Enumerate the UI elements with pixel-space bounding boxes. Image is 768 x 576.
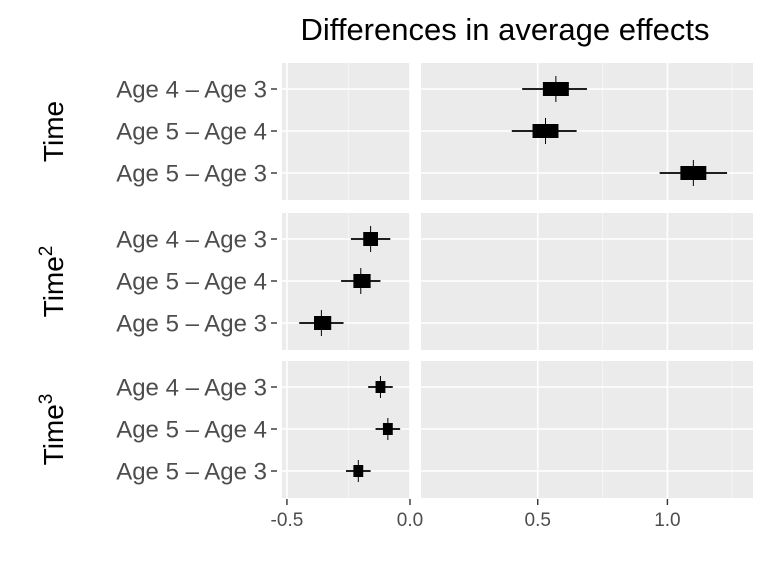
facet-label-superscript: 2 <box>36 246 57 257</box>
y-tick-label: Age 4 – Age 3 <box>116 375 267 402</box>
x-axis: -0.5 0.0 0.5 1.0 <box>271 499 681 531</box>
y-tick-label: Age 5 – Age 3 <box>116 459 267 486</box>
facet-label-text: Time <box>38 101 69 162</box>
panels: Time Age 4 – Age 3 Age 5 – Age 4 Age 5 – Ag… <box>36 63 753 498</box>
y-tick-label: Age 5 – Age 3 <box>116 311 267 338</box>
inner-interval <box>314 316 332 330</box>
facet-label-text: Time <box>38 404 69 465</box>
facet-label-text: Time <box>38 256 69 317</box>
facet-panel: Time3 Age 4 – Age 3 Age 5 – Age 4 Age 5 – A… <box>36 361 753 498</box>
y-tick-label: Age 4 – Age 3 <box>116 77 267 104</box>
x-tick-label: 0.5 <box>525 510 551 531</box>
y-tick-label: Age 5 – Age 4 <box>116 269 267 296</box>
facet-label: Time3 <box>36 394 69 466</box>
facet-label-superscript: 3 <box>36 394 57 405</box>
facet-panel: Time Age 4 – Age 3 Age 5 – Age 4 Age 5 – Ag… <box>38 63 753 200</box>
facet-panel: Time2 Age 4 – Age 3 Age 5 – Age 4 Age 5 – A… <box>36 213 753 350</box>
inner-interval <box>353 274 371 288</box>
facet-label: Time2 <box>36 246 69 318</box>
y-tick-label: Age 5 – Age 4 <box>116 119 267 146</box>
y-tick-label: Age 5 – Age 4 <box>116 417 267 444</box>
chart-title: Differences in average effects <box>301 12 710 47</box>
x-tick-label: -0.5 <box>271 510 304 531</box>
x-tick-label: 0.0 <box>397 510 423 531</box>
y-tick-label: Age 5 – Age 3 <box>116 161 267 188</box>
x-tick-label: 1.0 <box>654 510 680 531</box>
y-tick-label: Age 4 – Age 3 <box>116 227 267 254</box>
facet-label: Time <box>38 101 69 162</box>
